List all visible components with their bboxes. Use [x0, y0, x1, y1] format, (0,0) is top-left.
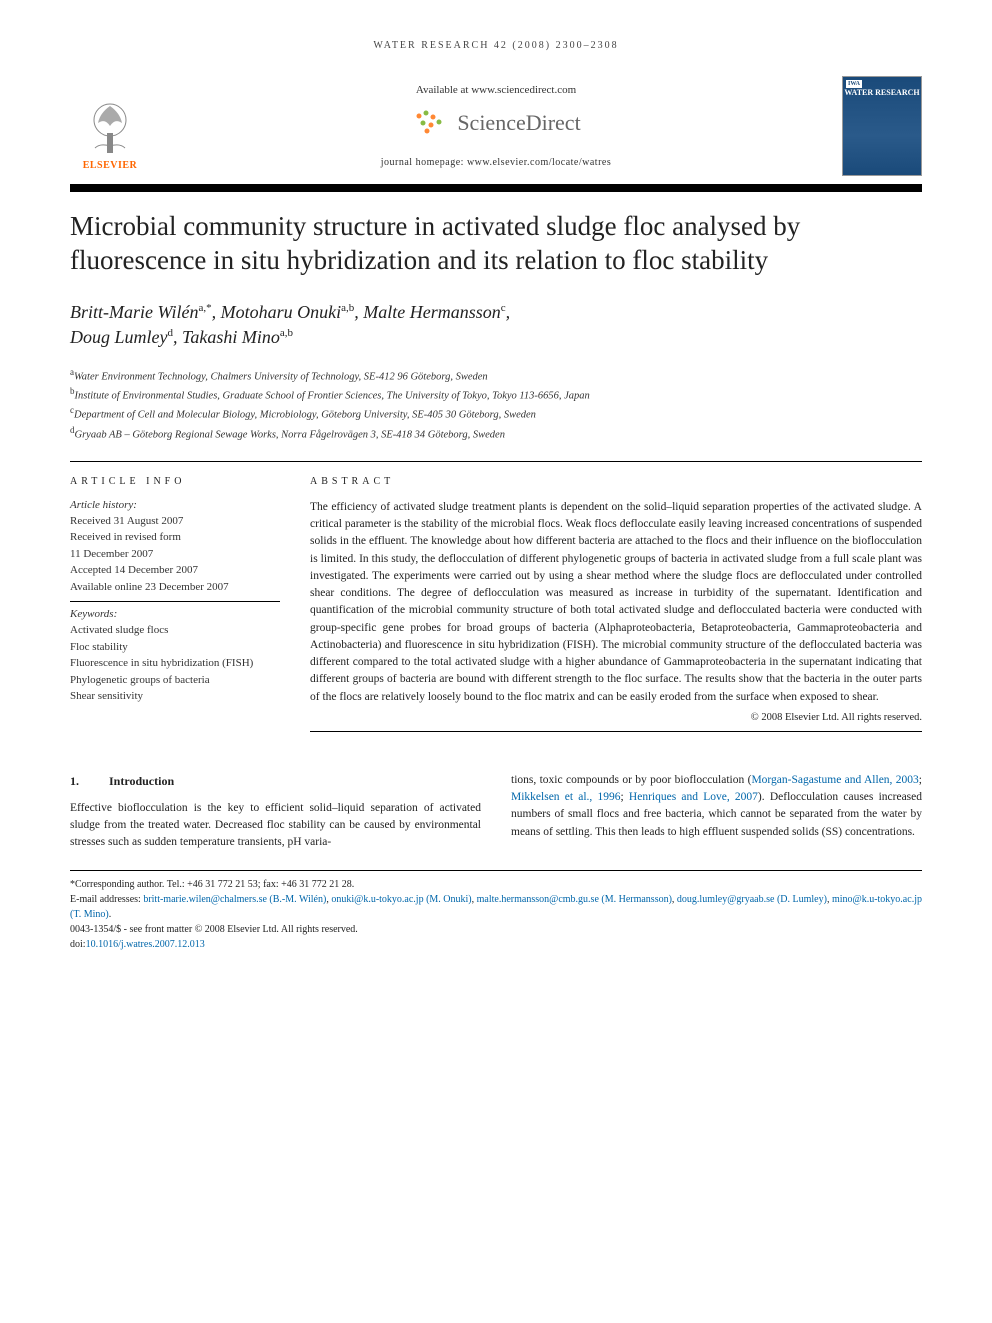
keyword-4: Phylogenetic groups of bacteria	[70, 672, 280, 689]
abstract-column: ABSTRACT The efficiency of activated slu…	[310, 476, 922, 732]
article-title: Microbial community structure in activat…	[70, 210, 922, 278]
intro-paragraph-right: tions, toxic compounds or by poor bioflo…	[511, 772, 922, 841]
affiliation-a: aWater Environment Technology, Chalmers …	[70, 366, 922, 385]
affiliations: aWater Environment Technology, Chalmers …	[70, 366, 922, 443]
email-addresses: E-mail addresses: britt-marie.wilen@chal…	[70, 892, 922, 922]
citation-link-1[interactable]: Morgan-Sagastume and Allen, 2003	[751, 774, 918, 786]
corresponding-author: *Corresponding author. Tel.: +46 31 772 …	[70, 877, 922, 892]
citation-link-3[interactable]: Henriques and Love, 2007	[629, 791, 758, 803]
journal-cover: IWA WATER RESEARCH	[842, 76, 922, 176]
authors: Britt-Marie Wiléna,*, Motoharu Onukia,b,…	[70, 300, 922, 350]
author-sep: ,	[173, 327, 182, 347]
keyword-3: Fluorescence in situ hybridization (FISH…	[70, 655, 280, 672]
abstract-bottom-rule	[310, 731, 922, 732]
author-sep: ,	[506, 302, 511, 322]
affiliation-d: dGryaab AB – Göteborg Regional Sewage Wo…	[70, 424, 922, 443]
doi-link[interactable]: 10.1016/j.watres.2007.12.013	[86, 939, 205, 950]
info-rule	[70, 601, 280, 602]
elsevier-tree-icon	[80, 98, 140, 158]
keyword-1: Activated sludge flocs	[70, 622, 280, 639]
running-header: WATER RESEARCH 42 (2008) 2300–2308	[70, 40, 922, 51]
cover-title: WATER RESEARCH	[844, 89, 919, 98]
email-link-3[interactable]: malte.hermansson@cmb.gu.se (M. Hermansso…	[477, 894, 672, 905]
available-at-text: Available at www.sciencedirect.com	[150, 84, 842, 96]
history-revised-2: 11 December 2007	[70, 546, 280, 563]
author-2: Motoharu Onuki	[221, 302, 342, 322]
sciencedirect-logo: ScienceDirect	[411, 108, 580, 138]
history-label: Article history:	[70, 499, 280, 511]
copyright-line: © 2008 Elsevier Ltd. All rights reserved…	[310, 712, 922, 723]
body-column-left: 1. Introduction Effective bioflocculatio…	[70, 772, 481, 852]
affiliation-c: cDepartment of Cell and Molecular Biolog…	[70, 404, 922, 423]
sciencedirect-text: ScienceDirect	[457, 110, 580, 136]
body-column-right: tions, toxic compounds or by poor bioflo…	[511, 772, 922, 852]
author-1-sup: a,*	[198, 302, 211, 314]
journal-homepage-text: journal homepage: www.elsevier.com/locat…	[150, 157, 842, 168]
citation-sep: ;	[919, 774, 922, 786]
citation-sep: ;	[621, 791, 629, 803]
author-4: Doug Lumley	[70, 327, 168, 347]
body-columns: 1. Introduction Effective bioflocculatio…	[70, 772, 922, 852]
history-accepted: Accepted 14 December 2007	[70, 562, 280, 579]
author-sep: ,	[212, 302, 221, 322]
abstract-text: The efficiency of activated sludge treat…	[310, 499, 922, 706]
top-banner: ELSEVIER Available at www.sciencedirect.…	[70, 76, 922, 176]
abstract-heading: ABSTRACT	[310, 476, 922, 487]
history-revised-1: Received in revised form	[70, 529, 280, 546]
intro-text-pre: tions, toxic compounds or by poor bioflo…	[511, 774, 751, 786]
citation-link-2[interactable]: Mikkelsen et al., 1996	[511, 791, 621, 803]
keyword-2: Floc stability	[70, 639, 280, 656]
section-1-heading: 1. Introduction	[70, 772, 481, 790]
author-3: Malte Hermansson	[363, 302, 501, 322]
doi-line: doi:10.1016/j.watres.2007.12.013	[70, 937, 922, 952]
affiliation-b: bInstitute of Environmental Studies, Gra…	[70, 385, 922, 404]
author-5-sup: a,b	[280, 327, 293, 339]
author-5: Takashi Mino	[182, 327, 280, 347]
email-link-4[interactable]: doug.lumley@gryaab.se (D. Lumley)	[677, 894, 827, 905]
center-banner: Available at www.sciencedirect.com Scien…	[150, 84, 842, 168]
elsevier-logo: ELSEVIER	[70, 81, 150, 171]
author-1: Britt-Marie Wilén	[70, 302, 198, 322]
email-link-1[interactable]: britt-marie.wilen@chalmers.se (B.-M. Wil…	[143, 894, 326, 905]
section-1-number: 1.	[70, 772, 79, 790]
footnotes: *Corresponding author. Tel.: +46 31 772 …	[70, 870, 922, 952]
sciencedirect-dots-icon	[411, 108, 451, 138]
elsevier-label: ELSEVIER	[83, 160, 138, 171]
doi-label: doi:	[70, 939, 86, 950]
black-rule	[70, 184, 922, 192]
author-sep: ,	[354, 302, 363, 322]
email-end: .	[109, 909, 112, 920]
history-received: Received 31 August 2007	[70, 513, 280, 530]
article-info-heading: ARTICLE INFO	[70, 476, 280, 487]
section-1-title: Introduction	[109, 772, 174, 790]
issn-line: 0043-1354/$ - see front matter © 2008 El…	[70, 922, 922, 937]
email-label: E-mail addresses:	[70, 894, 143, 905]
author-2-sup: a,b	[341, 302, 354, 314]
keyword-5: Shear sensitivity	[70, 688, 280, 705]
keywords-label: Keywords:	[70, 608, 280, 620]
email-link-2[interactable]: onuki@k.u-tokyo.ac.jp (M. Onuki)	[331, 894, 471, 905]
history-online: Available online 23 December 2007	[70, 579, 280, 596]
cover-iwa-badge: IWA	[846, 80, 862, 88]
article-info-column: ARTICLE INFO Article history: Received 3…	[70, 476, 280, 732]
intro-paragraph-left: Effective bioflocculation is the key to …	[70, 800, 481, 852]
